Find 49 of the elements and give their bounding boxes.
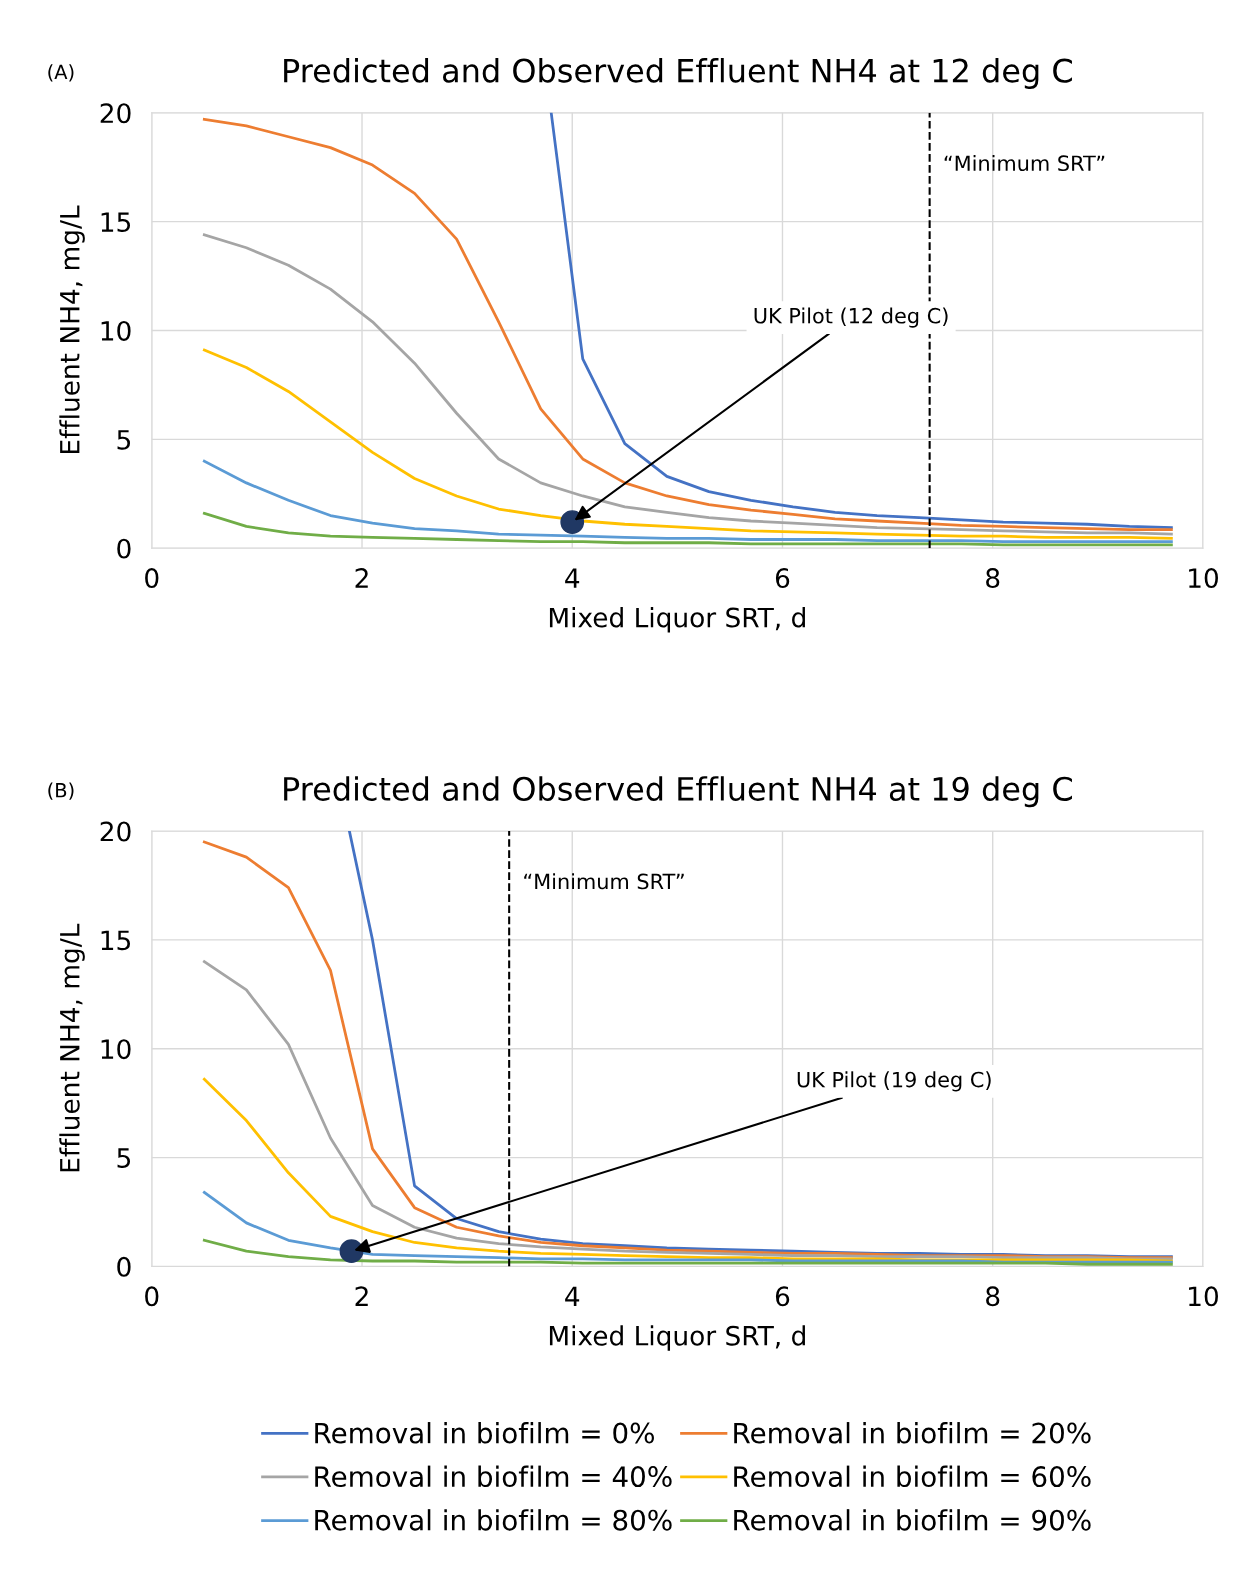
annotation: UK Pilot (12 deg C) bbox=[754, 307, 948, 328]
legend-label: Removal in biofilm = 90% bbox=[734, 1509, 1091, 1531]
x-tick-label: 0 bbox=[145, 568, 159, 589]
y-tick-label: 15 bbox=[101, 212, 131, 233]
x-tick-label: 10 bbox=[1189, 568, 1218, 589]
y-tick-label: 0 bbox=[117, 538, 131, 559]
legend-label: Removal in biofilm = 80% bbox=[315, 1509, 672, 1531]
text: (B) bbox=[48, 782, 74, 800]
x-tick-label: 0 bbox=[145, 1286, 159, 1307]
y-tick-label: 0 bbox=[117, 1256, 131, 1277]
line-series bbox=[202, 1191, 1173, 1264]
x-tick-label: 4 bbox=[565, 1286, 580, 1306]
line-series bbox=[549, 112, 1173, 529]
legend-label: Removal in biofilm = 60% bbox=[734, 1465, 1091, 1488]
annotation: UK Pilot (19 deg C) bbox=[797, 1071, 991, 1092]
chart-title: Predicted and Observed Effluent NH4 at 12 deg C bbox=[284, 57, 1072, 89]
y-tick-label: 20 bbox=[100, 103, 131, 124]
x-tick-label: 10 bbox=[1189, 1286, 1218, 1307]
x-tick-label: 8 bbox=[986, 568, 1000, 589]
y-axis-title: Effluent NH4, mg/L bbox=[59, 923, 85, 1172]
x-tick-label: 2 bbox=[355, 568, 368, 588]
text: (A) bbox=[48, 64, 74, 82]
x-tick-label: 2 bbox=[355, 1286, 368, 1306]
line-series bbox=[202, 1238, 1173, 1266]
y-tick-label: 20 bbox=[100, 821, 131, 842]
x-tick-label: 4 bbox=[565, 568, 580, 588]
y-tick-label: 10 bbox=[101, 1039, 131, 1060]
x-tick-label: 8 bbox=[986, 1286, 1000, 1307]
x-tick-label: 6 bbox=[775, 1286, 790, 1307]
line-series bbox=[202, 511, 1173, 547]
line-series bbox=[202, 348, 1173, 540]
y-tick-label: 5 bbox=[117, 430, 131, 450]
y-axis-title: Effluent NH4, mg/L bbox=[59, 205, 85, 454]
x-axis-title: Mixed Liquor SRT, d bbox=[549, 1325, 805, 1351]
x-tick-label: 6 bbox=[775, 568, 790, 589]
line-series bbox=[202, 960, 1173, 1261]
line-series bbox=[202, 459, 1173, 544]
y-tick-label: 5 bbox=[117, 1148, 131, 1168]
legend-label: Removal in biofilm = 40% bbox=[315, 1465, 672, 1488]
chart-title: Predicted and Observed Effluent NH4 at 19 deg C bbox=[284, 776, 1072, 808]
y-tick-label: 15 bbox=[101, 930, 131, 951]
y-tick-label: 10 bbox=[101, 320, 131, 341]
ref-line-label: “Minimum SRT” bbox=[944, 154, 1105, 172]
line-series bbox=[202, 117, 1173, 532]
ref-line-label: “Minimum SRT” bbox=[524, 873, 684, 890]
legend-label: Removal in biofilm = 20% bbox=[734, 1422, 1091, 1444]
x-axis-title: Mixed Liquor SRT, d bbox=[549, 607, 805, 633]
legend-label: Removal in biofilm = 0% bbox=[315, 1422, 654, 1444]
line-series bbox=[202, 233, 1173, 536]
